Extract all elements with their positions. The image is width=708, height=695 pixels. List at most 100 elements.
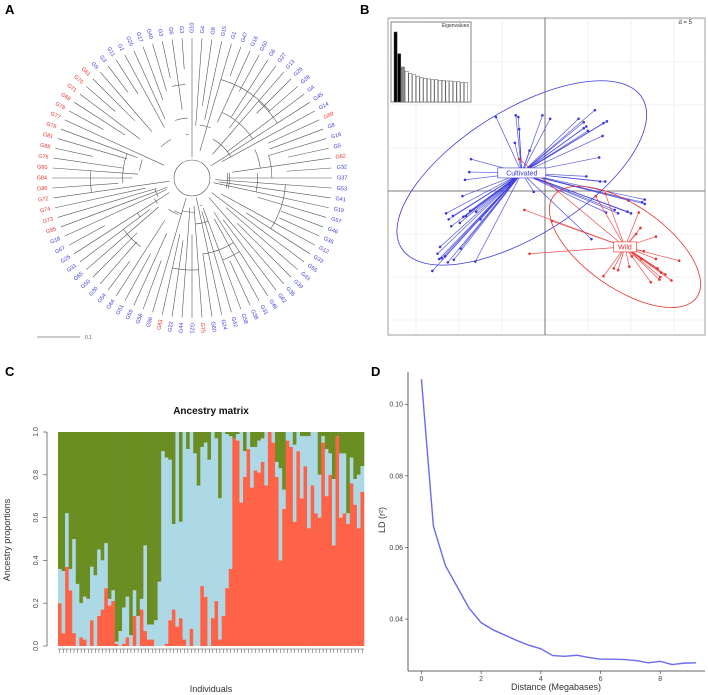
ancestry-bar-k3 [72, 432, 77, 539]
spoke-line [518, 129, 523, 173]
tree-branch [267, 86, 299, 113]
ancestry-bar-k3 [61, 432, 66, 572]
scatter-point [670, 279, 673, 282]
tree-branch [238, 54, 260, 92]
tree-branch [181, 38, 185, 70]
tree-leaf-label: G25 [60, 254, 72, 265]
ancestry-bar-k2 [257, 440, 262, 473]
ancestry-bar-k2 [86, 598, 91, 646]
tree-leaf-label: G9 [90, 61, 99, 70]
ancestry-bar-k2 [90, 566, 94, 621]
tree-branch [107, 65, 129, 93]
tree-branch [225, 207, 299, 270]
tree-branch-arc [168, 209, 179, 215]
ancestry-bar-k1 [72, 633, 77, 646]
tree-branch [133, 233, 168, 306]
ancestry-bar-k3 [118, 432, 123, 632]
spoke-line [438, 172, 523, 260]
ancestry-bar-k3 [278, 432, 283, 469]
scatter-point [468, 209, 472, 213]
tree-leaf-label: G21 [189, 323, 195, 333]
ancestry-bar-k2 [292, 444, 297, 522]
tree-leaf-label: G37 [337, 175, 347, 181]
scatter-point [640, 257, 643, 261]
tree-leaf-label: G73 [42, 216, 54, 225]
ld-decay-line [420, 379, 697, 666]
eigenvalue-bar [419, 77, 424, 103]
scatter-point [431, 269, 434, 273]
ancestry-bar-k1 [296, 451, 301, 646]
scatter-point [643, 202, 647, 206]
tree-branch [219, 181, 331, 199]
spoke-line [521, 127, 584, 174]
tree-branch [286, 167, 332, 172]
tree-leaf-label: G57 [330, 216, 342, 225]
scatter-point [437, 257, 441, 261]
ancestry-bar-k2 [314, 432, 319, 514]
tree-leaf-label: G32 [336, 164, 347, 171]
tree-branch [79, 209, 151, 263]
scatter-point [627, 265, 631, 268]
tree-branch [142, 260, 162, 310]
ancestry-bar-k3 [107, 432, 112, 599]
tree-branch [287, 147, 329, 158]
scatter-point [446, 261, 450, 264]
ancestry-bar-k3 [307, 432, 311, 437]
ancestry-bar-k1 [100, 609, 105, 646]
tree-branch [161, 233, 181, 315]
scatter-point [582, 120, 585, 124]
scatter-point [494, 115, 498, 119]
ancestry-bar-k2 [125, 596, 130, 638]
eigenvalue-bar [415, 75, 420, 103]
scatter-point [528, 252, 531, 256]
tree-branch [52, 167, 139, 175]
ancestry-bar-k2 [235, 434, 240, 441]
y-tick-label: 0.08 [389, 473, 403, 480]
eigenvalue-bar [464, 82, 468, 103]
spoke-line [624, 246, 660, 280]
ancestry-bar-k3 [171, 432, 176, 525]
panel-label-a: A [5, 2, 15, 17]
ancestry-bar-k1 [189, 628, 194, 646]
chart-title: Ancestry matrix [173, 406, 249, 417]
tree-branch-arc [90, 170, 92, 193]
scatter-point [514, 114, 518, 117]
tree-branch [53, 180, 170, 199]
ancestry-bar-k3 [360, 432, 365, 467]
ancestry-bar-k1 [107, 605, 112, 646]
ancestry-bar-k3 [250, 432, 254, 447]
scatter-point [532, 190, 536, 194]
scatter-point [444, 212, 448, 215]
ancestry-bar-k3 [157, 432, 162, 582]
tree-leaf-label: G1 [230, 31, 238, 40]
ancestry-bar-k1 [278, 560, 283, 646]
tree-branch [152, 197, 187, 313]
group-label: Wild [618, 244, 632, 251]
tree-branch-arc [258, 101, 278, 124]
tree-leaf-label: G50 [259, 40, 269, 52]
scatter-point [639, 226, 642, 230]
tree-leaf-label: G67 [54, 245, 66, 255]
panel-label-d: D [371, 364, 380, 379]
scatter-point [458, 221, 462, 225]
scatter-point [629, 212, 633, 215]
tree-branch [257, 196, 327, 218]
ancestry-bar-k1 [97, 616, 101, 646]
tree-leaf-label: G28 [300, 74, 312, 85]
tree-leaf-label: G53 [336, 186, 347, 193]
ancestry-bar-k3 [260, 432, 265, 439]
scatter-point [590, 237, 593, 241]
tree-branch [202, 39, 213, 107]
ancestry-bar-k1 [310, 485, 315, 646]
tree-leaf-label: G69 [323, 111, 335, 121]
tree-branch [203, 208, 242, 310]
scatter-point [616, 268, 620, 272]
scatter-point [438, 245, 442, 249]
tree-branch [171, 240, 184, 317]
scatter-point [469, 157, 473, 161]
ancestry-bar-k2 [129, 635, 134, 646]
tree-leaf-label: G64 [106, 299, 117, 311]
tree-leaf-label: G26 [293, 66, 305, 78]
tree-leaf-label: G48 [267, 299, 278, 311]
tree-leaf-label: G30 [88, 286, 99, 298]
